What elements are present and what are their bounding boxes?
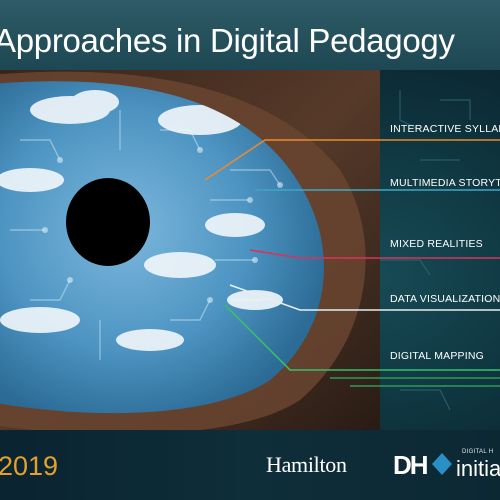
title-band [0, 0, 500, 70]
dh-logo-icon: DH [393, 450, 429, 479]
poster-title: Approaches in Digital Pedagogy [0, 22, 455, 59]
hamilton-logo: Hamilton [266, 452, 347, 477]
dh-logo-small-text: DIGITAL H [462, 449, 494, 455]
label-multimedia-storytelling: MULTIMEDIA STORYT [390, 177, 500, 189]
pupil [66, 178, 150, 266]
svg-text:DH: DH [393, 450, 428, 479]
dh-diamond-icon [432, 453, 452, 475]
footer-band [0, 430, 500, 500]
label-interactive-syllabus: INTERACTIVE SYLLAB [390, 123, 500, 135]
dh-logo-big-text: initia [456, 456, 500, 481]
year-text: 2019 [0, 451, 59, 481]
label-digital-mapping: DIGITAL MAPPING [390, 350, 485, 362]
label-data-visualization: DATA VISUALIZATION [390, 293, 500, 305]
label-mixed-realities: MIXED REALITIES [390, 238, 483, 250]
